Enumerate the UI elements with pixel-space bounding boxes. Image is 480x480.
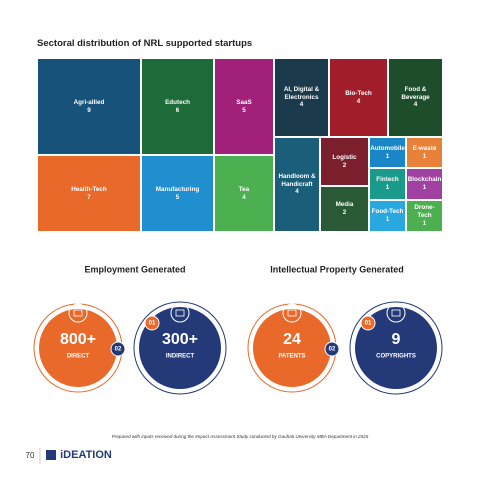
badge-text: 02	[329, 347, 336, 353]
cell-value: 6	[175, 106, 180, 114]
cell-label: Media	[335, 201, 354, 209]
cell-label: Blockchain	[407, 176, 442, 184]
treemap-cell: Health-Tech 7	[37, 155, 141, 232]
cell-value: 1	[422, 152, 427, 160]
cell-label: Automobile	[370, 144, 405, 152]
cell-value: 4	[413, 101, 418, 109]
badge-text: 01	[149, 321, 156, 327]
badge	[324, 341, 340, 357]
cell-value: 1	[385, 152, 390, 160]
stat-label: INDIRECT	[166, 354, 195, 360]
ring	[133, 301, 227, 395]
icon	[282, 303, 302, 323]
treemap-cell: E-waste 1	[406, 137, 443, 168]
icon	[73, 309, 83, 317]
badge	[110, 341, 126, 357]
cell-value: 4	[295, 188, 299, 196]
circle	[39, 309, 117, 387]
treemap-cell: Manufacturing 5	[141, 155, 214, 232]
cell-label: Food & Beverage	[401, 85, 430, 101]
cell-label: Tea	[238, 185, 250, 193]
treemap-cell: Food & Beverage 4	[388, 58, 443, 137]
badge	[360, 315, 376, 331]
cell-label: Food-Tech	[371, 208, 404, 216]
treemap-cell: Fintech 1	[369, 168, 406, 200]
cell-value: 1	[422, 219, 427, 227]
stat-label: DIRECT	[67, 354, 90, 360]
footnote: Prepared with inputs received during the…	[112, 434, 369, 439]
cell-value: 4	[356, 97, 361, 105]
cell-value: 9	[87, 106, 91, 114]
cell-value: 7	[87, 193, 91, 201]
treemap-cell: Tea 4	[214, 155, 274, 232]
section-heading: Intellectual Property Generated	[270, 264, 404, 274]
circle	[253, 309, 331, 387]
treemap-cell: Bio-Tech 4	[329, 58, 388, 137]
stat-value: 24	[283, 331, 301, 348]
treemap-cell: SaaS 5	[214, 58, 274, 155]
icon	[287, 309, 297, 317]
stat-value: 9	[392, 331, 401, 348]
cell-label: Health-Tech	[71, 185, 107, 193]
treemap-cell: Automobile 1	[369, 137, 406, 168]
treemap-cell: Edutech 6	[141, 58, 214, 155]
cell-label: Bio-Tech	[345, 89, 372, 97]
cell-label: SaaS	[236, 98, 252, 106]
icon	[68, 303, 88, 323]
treemap-cell: Handloom & Handicraft 4	[274, 137, 320, 232]
treemap-cell: Media 2	[320, 186, 369, 232]
cell-label: Edutech	[165, 98, 190, 106]
stat-label: PATENTS	[278, 354, 305, 360]
stat-value: 300+	[162, 331, 198, 348]
treemap-cell: Blockchain 1	[406, 168, 443, 200]
badge-text: 02	[115, 347, 122, 353]
badge	[144, 315, 160, 331]
icon	[391, 309, 401, 317]
cell-value: 2	[342, 161, 347, 169]
treemap-cell: Agri-allied 9	[37, 58, 141, 155]
cell-value: 4	[299, 101, 304, 109]
icon	[175, 309, 185, 317]
cell-label: AI, Digital & Electronics	[283, 85, 320, 101]
icon	[170, 303, 190, 323]
cell-value: 1	[385, 184, 390, 191]
logo-mark	[46, 450, 56, 460]
cell-label: Manufacturing	[155, 185, 200, 193]
icon	[386, 303, 406, 323]
cell-value: 4	[242, 193, 246, 201]
cell-value: 1	[422, 184, 427, 191]
cell-value: 2	[342, 209, 347, 216]
cell-value: 5	[175, 193, 180, 201]
section-heading: Employment Generated	[84, 264, 185, 274]
cell-label: Agri-allied	[73, 98, 105, 106]
badge-text: 01	[365, 321, 372, 327]
treemap-cell: Logistic 2	[320, 137, 369, 186]
circle	[139, 307, 221, 389]
cell-value: 5	[242, 106, 246, 114]
chart-title: Sectoral distribution of NRL supported s…	[37, 38, 253, 49]
cell-label: E-waste	[412, 144, 437, 152]
cell-label: Handloom & Handicraft	[278, 172, 316, 188]
stat-label: COPYRIGHTS	[376, 354, 416, 360]
treemap-cell: Food-Tech 1	[369, 200, 406, 232]
cell-label: Drone-Tech	[414, 204, 435, 220]
treemap-cell: Drone-Tech 1	[406, 200, 443, 232]
circle	[355, 307, 437, 389]
page-number: 70	[26, 451, 35, 460]
treemap-cell: AI, Digital & Electronics 4	[274, 58, 329, 137]
cell-label: Logistic	[332, 153, 357, 161]
cell-value: 1	[385, 216, 390, 223]
ring	[349, 301, 443, 395]
logo: iDEATION	[60, 449, 112, 461]
stat-value: 800+	[60, 331, 96, 348]
cell-label: Fintech	[376, 176, 399, 184]
